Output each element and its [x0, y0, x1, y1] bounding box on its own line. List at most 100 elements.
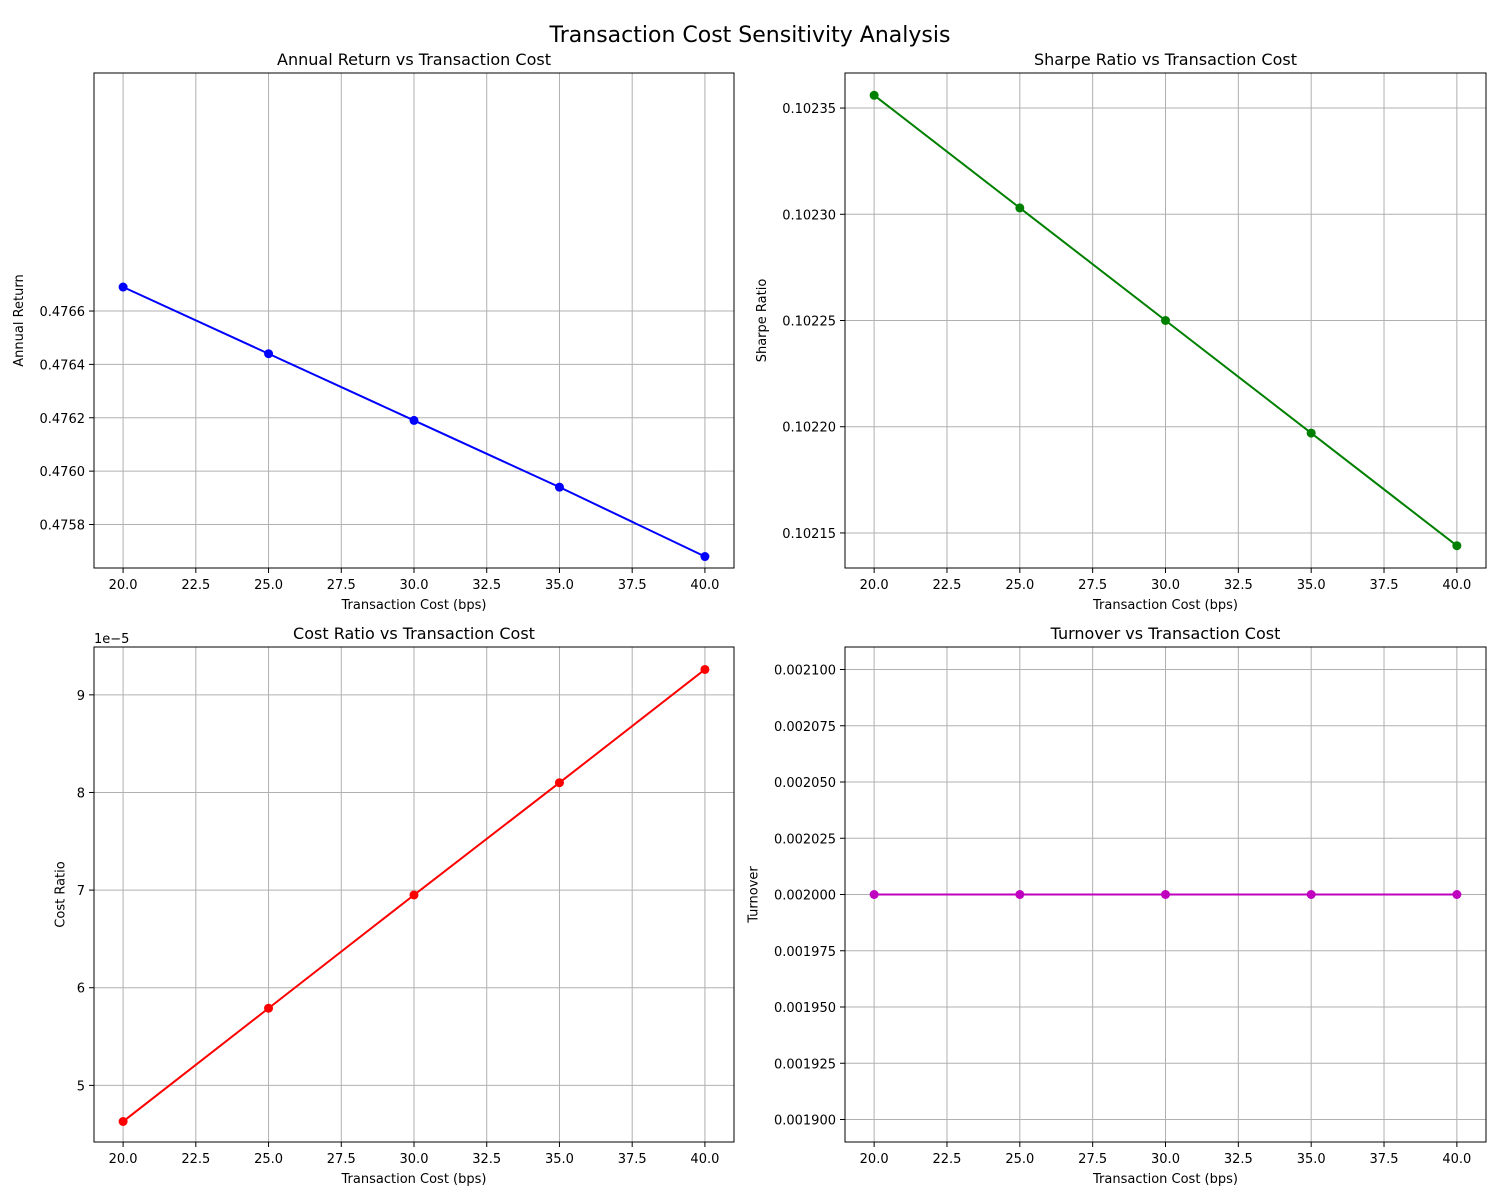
subplot-title: Turnover vs Transaction Cost — [1050, 624, 1281, 643]
subplot-title: Cost Ratio vs Transaction Cost — [293, 624, 535, 643]
x-tick-label: 40.0 — [1442, 578, 1471, 593]
x-tick-label: 22.5 — [181, 1152, 210, 1167]
axes-frame — [844, 72, 1487, 569]
y-tick-label: 0.002050 — [774, 776, 836, 791]
y-tick-label: 0.10230 — [782, 208, 836, 223]
y-tick-label: 0.10235 — [782, 102, 836, 117]
data-point — [1161, 316, 1170, 325]
subplot-title: Sharpe Ratio vs Transaction Cost — [1034, 50, 1297, 69]
data-point — [1306, 890, 1316, 899]
y-tick-label: 0.001925 — [774, 1057, 836, 1072]
data-point — [118, 282, 128, 292]
y-tick-label: 0.002100 — [774, 664, 836, 679]
y-tick-label: 6 — [77, 982, 85, 997]
x-tick-label: 32.5 — [1224, 578, 1253, 593]
x-tick-label: 25.0 — [254, 1152, 283, 1167]
x-tick-label: 37.5 — [1370, 1152, 1399, 1167]
x-tick-label: 30.0 — [1151, 1152, 1180, 1167]
x-tick-label: 37.5 — [618, 1152, 647, 1167]
x-tick-label: 32.5 — [472, 578, 501, 593]
y-tick-label: 0.4762 — [40, 412, 86, 427]
x-tick-label: 35.0 — [545, 578, 574, 593]
x-tick-label: 32.5 — [472, 1152, 501, 1167]
y-tick-label: 0.4758 — [40, 519, 86, 534]
x-tick-label: 20.0 — [860, 578, 889, 593]
y-axis-offset-label: 1e−5 — [94, 632, 129, 647]
subplot-4: 20.0 22.5 25.0 27.5 30.0 32.5 35.0 37.5 40.0 0.00… — [747, 624, 1487, 1187]
x-tick-label: 25.0 — [1005, 578, 1034, 593]
y-tick-label: 0.4764 — [40, 358, 86, 373]
y-tick-label: 8 — [77, 786, 85, 801]
data-point — [1452, 890, 1462, 899]
x-axis-label: Transaction Cost (bps) — [341, 1172, 487, 1187]
x-tick-label: 35.0 — [1297, 578, 1326, 593]
axes-frame — [93, 646, 735, 1143]
axes-frame — [93, 72, 735, 569]
x-tick-label: 35.0 — [545, 1152, 574, 1167]
subplot-grid: 20.0 22.5 25.0 27.5 30.0 32.5 35.0 37.5 40.0 0.47… — [12, 50, 1487, 1187]
x-tick-label: 25.0 — [254, 578, 283, 593]
y-tick-label: 0.002000 — [774, 889, 836, 904]
x-tick-label: 27.5 — [327, 1152, 356, 1167]
x-tick-label: 30.0 — [400, 1152, 429, 1167]
x-tick-label: 37.5 — [1370, 578, 1399, 593]
data-point — [554, 482, 564, 492]
subplot-1: 20.0 22.5 25.0 27.5 30.0 32.5 35.0 37.5 40.0 0.47… — [12, 50, 735, 613]
x-tick-label: 27.5 — [1078, 578, 1107, 593]
data-point — [264, 349, 274, 359]
y-tick-label: 7 — [77, 884, 85, 899]
x-tick-label: 22.5 — [181, 578, 210, 593]
data-point — [1452, 541, 1462, 551]
x-tick-label: 30.0 — [1151, 578, 1180, 593]
y-tick-label: 0.4766 — [40, 305, 86, 320]
data-point — [409, 890, 419, 900]
x-tick-label: 37.5 — [618, 578, 647, 593]
y-tick-label: 0.001900 — [774, 1114, 836, 1129]
x-tick-label: 32.5 — [1224, 1152, 1253, 1167]
y-tick-label: 9 — [77, 689, 85, 704]
subplot-title: Annual Return vs Transaction Cost — [277, 50, 551, 69]
y-axis-label: Turnover — [747, 866, 762, 924]
x-tick-label: 40.0 — [690, 1152, 719, 1167]
data-point — [869, 90, 879, 100]
data-point — [1015, 890, 1025, 899]
y-tick-label: 0.10220 — [782, 421, 836, 436]
x-tick-label: 22.5 — [933, 578, 962, 593]
x-axis-label: Transaction Cost (bps) — [341, 598, 487, 613]
subplot-2: 20.0 22.5 25.0 27.5 30.0 32.5 35.0 37.5 40.0 0.10… — [755, 50, 1487, 613]
data-point — [869, 890, 879, 899]
y-tick-label: 0.001975 — [774, 945, 836, 960]
y-tick-label: 5 — [77, 1079, 85, 1094]
x-axis-label: Transaction Cost (bps) — [1092, 598, 1238, 613]
x-tick-label: 27.5 — [1078, 1152, 1107, 1167]
data-point — [118, 1116, 128, 1126]
data-point — [409, 415, 419, 425]
y-axis-label: Cost Ratio — [54, 861, 69, 927]
x-tick-label: 40.0 — [1442, 1152, 1471, 1167]
data-point — [700, 552, 710, 562]
y-axis-label: Sharpe Ratio — [755, 279, 770, 363]
data-point — [1306, 428, 1316, 438]
data-point — [264, 1003, 274, 1013]
x-tick-label: 40.0 — [690, 578, 719, 593]
x-tick-label: 20.0 — [109, 578, 138, 593]
figure-suptitle: Transaction Cost Sensitivity Analysis — [549, 23, 951, 48]
data-point — [554, 778, 564, 788]
x-tick-label: 20.0 — [860, 1152, 889, 1167]
x-tick-label: 30.0 — [400, 578, 429, 593]
y-axis-label: Annual Return — [12, 274, 27, 366]
x-axis-label: Transaction Cost (bps) — [1092, 1172, 1238, 1187]
data-point — [1015, 203, 1025, 213]
x-tick-label: 35.0 — [1297, 1152, 1326, 1167]
subplot-3: 20.0 22.5 25.0 27.5 30.0 32.5 35.0 37.5 40.0 5 6 7 8… — [54, 624, 735, 1187]
x-tick-label: 25.0 — [1005, 1152, 1034, 1167]
y-tick-label: 0.10225 — [782, 315, 836, 330]
x-tick-label: 20.0 — [109, 1152, 138, 1167]
y-tick-label: 0.4760 — [40, 465, 86, 480]
data-point — [700, 664, 710, 674]
axes-frame — [844, 646, 1487, 1143]
x-tick-label: 22.5 — [933, 1152, 962, 1167]
x-tick-label: 27.5 — [327, 578, 356, 593]
